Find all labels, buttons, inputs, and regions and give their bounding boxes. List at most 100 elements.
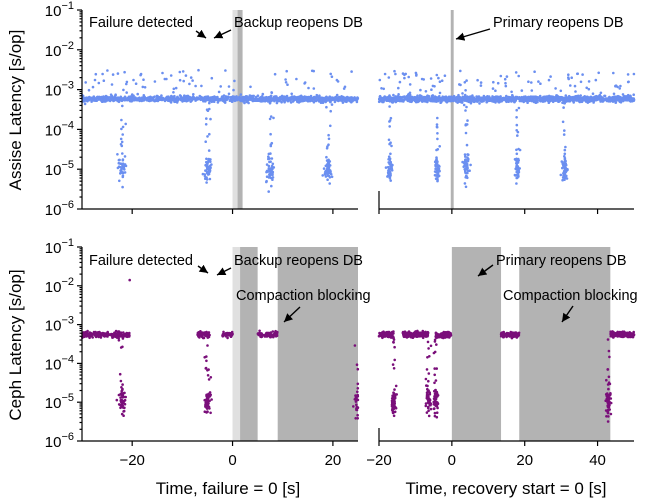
data-point [231,97,234,100]
data-point [516,335,519,338]
data-point [262,98,266,102]
data-point [559,89,563,93]
x-tick-label: 0 [228,452,236,469]
data-point [626,93,630,97]
data-point [609,392,612,395]
x-tick-label: −20 [119,452,144,469]
data-point [219,97,223,101]
data-point [388,105,391,108]
data-point [321,174,325,177]
data-point [585,98,588,101]
data-point [585,86,588,90]
data-point [479,84,483,87]
data-point [120,140,124,144]
data-point [208,407,211,410]
data-point [629,94,632,98]
data-point [534,97,537,101]
data-point [167,97,170,100]
data-point [466,169,470,173]
data-point [383,72,387,76]
data-point [503,77,507,81]
data-point [515,176,518,180]
data-point [86,329,89,333]
data-point [209,411,212,415]
data-point [303,82,306,85]
data-point [433,100,436,103]
data-point [594,98,598,101]
data-point [517,157,520,161]
data-point [235,98,239,102]
panel-ceph-recovery: −20 0 20 40 [366,247,636,469]
data-point [91,333,94,336]
data-point [398,80,402,84]
data-point [388,157,391,161]
data-point [356,413,359,417]
data-point [609,397,613,400]
data-point [386,174,390,177]
data-point [605,97,609,101]
data-point [591,92,595,95]
data-point [609,330,612,334]
data-point [408,91,412,95]
data-point [445,97,448,101]
data-point [122,88,125,92]
data-point [632,330,635,334]
data-point [387,138,391,142]
data-point [335,78,339,82]
data-point [435,100,438,103]
data-point [532,96,536,99]
data-point [274,333,278,337]
data-point [427,395,430,399]
data-point [209,393,212,397]
data-point [205,160,208,164]
data-point [340,97,344,100]
data-point [394,72,397,76]
data-point [516,168,519,171]
data-point [354,417,358,420]
data-point [470,95,474,98]
data-point [435,415,439,419]
data-point [505,333,509,337]
data-point [491,87,495,90]
data-point [389,162,392,166]
data-point [196,333,200,336]
data-point [457,100,461,103]
x-tick-label: 20 [325,452,342,469]
data-point [206,374,210,377]
data-point [424,404,428,408]
data-point [437,174,441,178]
data-point [382,97,386,100]
data-point [206,396,210,399]
data-point [576,72,579,75]
data-point [245,100,248,104]
data-point [338,97,341,100]
data-point [101,72,104,76]
data-point [539,82,542,85]
data-point [437,98,441,101]
data-point [111,73,115,76]
data-point [597,71,600,75]
data-point [352,405,355,408]
data-point [226,97,229,101]
data-point [356,367,360,371]
data-point [496,81,500,85]
data-point [116,72,120,75]
data-point [612,331,616,335]
data-point [388,142,391,146]
data-point [438,91,442,95]
data-point [263,96,266,99]
data-point [482,94,486,98]
data-point [508,334,511,337]
data-point [515,123,519,127]
data-point [388,120,391,123]
data-point [267,164,271,168]
data-point [605,392,608,396]
y-tick-label: 10−4 [45,119,74,139]
data-point [242,95,245,99]
data-point [392,414,396,418]
data-point [570,76,573,79]
data-point [256,94,260,97]
data-point [83,102,87,106]
data-point [463,81,467,84]
data-point [413,334,416,338]
